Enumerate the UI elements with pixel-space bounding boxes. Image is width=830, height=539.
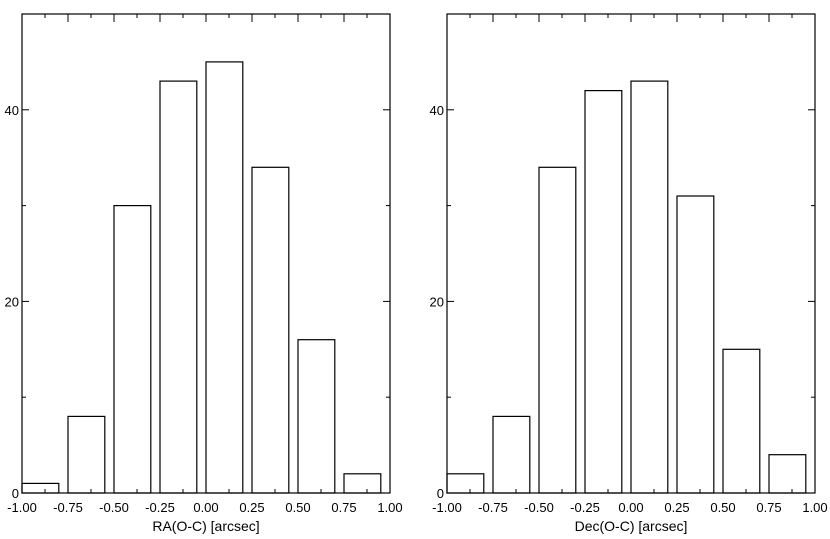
dec-bar-5 [676,195,715,494]
ra-x-tick-label: 0.75 [331,500,356,515]
dec-bar-3 [584,89,623,494]
ra-x-tick-label: 0.00 [193,500,218,515]
dec-x-tick-label: -0.25 [570,500,600,515]
ra-x-tick-label: 0.25 [239,500,264,515]
ra-x-tick-label: -0.50 [99,500,129,515]
dec-bar-1 [492,415,531,494]
ra-x-tick-label: 0.50 [285,500,310,515]
dec-bar-7 [768,454,807,494]
ra-bar-5 [251,166,290,494]
ra-x-tick-label: -0.75 [53,500,83,515]
ra-y-tick-label: 0 [12,486,19,501]
dec-x-tick-label: -0.50 [524,500,554,515]
ra-bar-7 [343,473,382,494]
dec-bar-6 [722,348,761,494]
ra-x-tick-label: -0.25 [145,500,175,515]
ra-bar-6 [297,339,336,494]
dec-bar-2 [538,166,577,494]
ra-bar-2 [113,205,152,494]
ra-bar-3 [159,80,198,494]
dec-x-tick-label: -1.00 [432,500,462,515]
dec-x-tick-label: 1.00 [802,500,827,515]
dec-bar-0 [446,473,485,494]
dec-bar-4 [630,80,669,494]
dec-x-tick-label: 0.50 [710,500,735,515]
dec-y-tick-label: 20 [430,294,444,309]
dec-y-tick-label: 40 [430,103,444,118]
ra-bar-0 [21,482,60,494]
ra-y-tick-label: 40 [5,103,19,118]
ra-y-tick-label: 20 [5,294,19,309]
dec-x-axis-label: Dec(O-C) [arcsec] [575,518,688,534]
ra-histogram-panel: -1.00 -0.75 -0.50 -0.25 0.00 0.25 0.50 0.75 1.00… [5,13,403,534]
dec-x-tick-label: 0.75 [756,500,781,515]
dec-x-tick-label: 0.25 [664,500,689,515]
ra-x-tick-label: -1.00 [7,500,37,515]
dec-x-tick-label: 0.00 [618,500,643,515]
dec-histogram-panel: -1.00 -0.75 -0.50 -0.25 0.00 0.25 0.50 0.75 1.00… [430,13,828,534]
ra-x-axis-label: RA(O-C) [arcsec] [152,518,259,534]
ra-bar-1 [67,415,106,494]
ra-bar-4 [205,61,244,494]
dec-y-tick-label: 0 [437,486,444,501]
ra-x-tick-label: 1.00 [377,500,402,515]
dec-x-tick-label: -0.75 [478,500,508,515]
